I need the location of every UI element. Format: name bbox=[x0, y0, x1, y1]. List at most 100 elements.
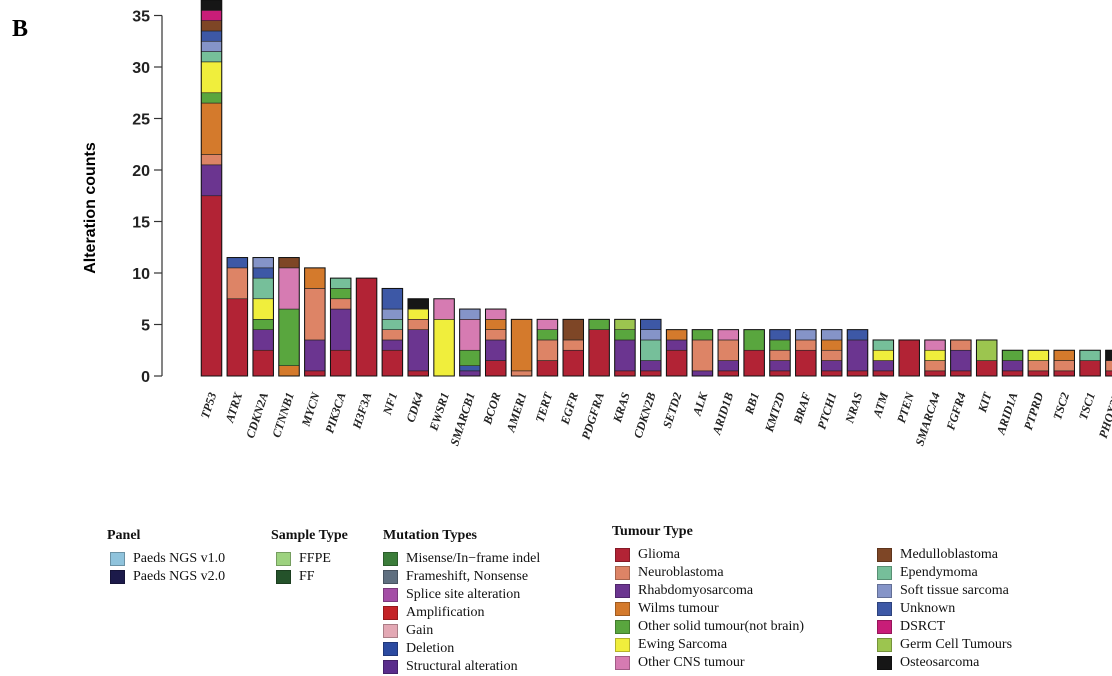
bar-outline bbox=[355, 277, 378, 377]
bar-outline bbox=[872, 339, 895, 377]
x-tick-label: PIK3CA bbox=[322, 391, 348, 435]
legend-item: Ependymoma bbox=[877, 564, 1012, 582]
y-tick-label: 15 bbox=[132, 215, 150, 232]
bar-segment bbox=[226, 267, 248, 300]
bar-outline bbox=[769, 329, 791, 377]
legend-swatch bbox=[877, 602, 892, 616]
bar-outline bbox=[717, 329, 740, 377]
bar-segment bbox=[691, 370, 714, 377]
legend-swatch bbox=[877, 584, 892, 598]
legend-item-label: Paeds NGS v2.0 bbox=[133, 569, 226, 584]
bar-segment bbox=[898, 339, 920, 377]
legend-swatch bbox=[615, 638, 630, 652]
legend-item: Structural alteration bbox=[383, 658, 540, 676]
x-tick-label: EGFR bbox=[557, 391, 581, 427]
x-tick-label: ATM bbox=[870, 390, 892, 420]
x-tick-label: BRAF bbox=[790, 391, 814, 427]
bar-segment bbox=[407, 308, 429, 320]
bar-segment bbox=[200, 51, 223, 63]
bar-segment bbox=[640, 339, 662, 361]
bar-segment bbox=[691, 329, 714, 341]
legend-mutation-types-title: Mutation Types bbox=[383, 528, 477, 543]
legend-item-label: Other CNS tumour bbox=[638, 655, 745, 670]
x-tick-label: RB1 bbox=[742, 391, 762, 417]
bar-segment bbox=[200, 92, 223, 104]
bar-segment bbox=[200, 195, 223, 377]
legend-swatch bbox=[383, 570, 398, 584]
bar-segment bbox=[485, 319, 507, 330]
bar-segment bbox=[872, 339, 894, 351]
x-tick-label: PTPRD bbox=[1021, 390, 1046, 431]
x-tick-label: TERT bbox=[532, 390, 555, 424]
legend-swatch bbox=[877, 566, 892, 580]
legend-sample-type: Sample Type FFPE FF bbox=[271, 528, 348, 586]
bar-segment bbox=[821, 349, 843, 361]
legend-item: Glioma bbox=[615, 546, 877, 564]
bar-segment bbox=[588, 329, 610, 377]
bar-segment bbox=[433, 319, 455, 377]
bar-segment bbox=[691, 339, 714, 372]
bar-outline bbox=[1027, 349, 1050, 377]
bar-segment bbox=[200, 164, 223, 197]
x-tick-label: TSC1 bbox=[1076, 391, 1098, 422]
legend-swatch bbox=[615, 602, 630, 616]
bar-segment bbox=[252, 319, 274, 330]
bar-segment bbox=[252, 298, 274, 320]
bar-segment bbox=[872, 370, 894, 377]
bar-outline bbox=[743, 329, 765, 377]
legend-swatch bbox=[383, 588, 398, 602]
bar-outline bbox=[433, 298, 455, 377]
legend-swatch bbox=[877, 548, 892, 562]
legend-item-label: Frameshift, Nonsense bbox=[406, 569, 529, 584]
legend-item-label: DSRCT bbox=[900, 619, 946, 634]
x-tick-label: ARID1A bbox=[993, 391, 1020, 438]
legend-item-label: Gain bbox=[406, 623, 434, 638]
bar-outline bbox=[252, 257, 274, 377]
legend-swatch bbox=[383, 552, 398, 566]
bar-segment bbox=[743, 349, 765, 377]
bar-segment bbox=[1079, 360, 1101, 377]
bar-segment bbox=[252, 267, 274, 279]
bar-outline bbox=[614, 318, 636, 377]
bar-segment bbox=[459, 308, 481, 320]
bar-segment bbox=[1105, 370, 1112, 377]
legend-swatch bbox=[383, 660, 398, 674]
x-tick-label: ALK bbox=[689, 390, 710, 418]
bar-segment bbox=[1001, 349, 1024, 361]
legend-item: Other solid tumour(not brain) bbox=[615, 618, 877, 636]
bar-outline bbox=[1105, 349, 1112, 377]
panel-label: B bbox=[12, 16, 28, 42]
bar-segment bbox=[743, 329, 765, 351]
bar-segment bbox=[821, 329, 843, 341]
legend-item-label: Splice site alteration bbox=[406, 587, 521, 602]
legend-swatch bbox=[110, 552, 125, 566]
bar-outline bbox=[510, 318, 533, 377]
legend-item: Neuroblastoma bbox=[615, 564, 877, 582]
legend-sample-type-title: Sample Type bbox=[271, 528, 348, 543]
legend-item: Medulloblastoma bbox=[877, 546, 1012, 564]
bar-outline bbox=[975, 339, 998, 377]
bar-outline bbox=[381, 287, 404, 377]
bar-segment bbox=[640, 360, 662, 372]
bar-segment bbox=[485, 360, 507, 377]
x-tick-label: CTNNB1 bbox=[269, 391, 297, 440]
legend-swatch bbox=[110, 570, 125, 584]
bar-segment bbox=[252, 277, 274, 300]
legend-swatch bbox=[383, 606, 398, 620]
bar-segment bbox=[278, 308, 300, 366]
bar-segment bbox=[588, 319, 610, 330]
x-tick-label: TP53 bbox=[198, 391, 220, 421]
bar-outline bbox=[795, 329, 817, 377]
legend-swatch bbox=[615, 566, 630, 580]
y-axis-label: Alteration counts bbox=[82, 142, 99, 274]
bar-segment bbox=[562, 349, 584, 377]
legend-item-label: Structural alteration bbox=[406, 659, 518, 674]
x-tick-label: PTCH1 bbox=[814, 391, 839, 431]
bar-segment bbox=[536, 319, 558, 330]
x-tick-label: NF1 bbox=[380, 391, 401, 418]
y-tick-label: 20 bbox=[132, 163, 150, 180]
bar-segment bbox=[950, 370, 972, 377]
legend-item-label: Soft tissue sarcoma bbox=[900, 583, 1009, 598]
